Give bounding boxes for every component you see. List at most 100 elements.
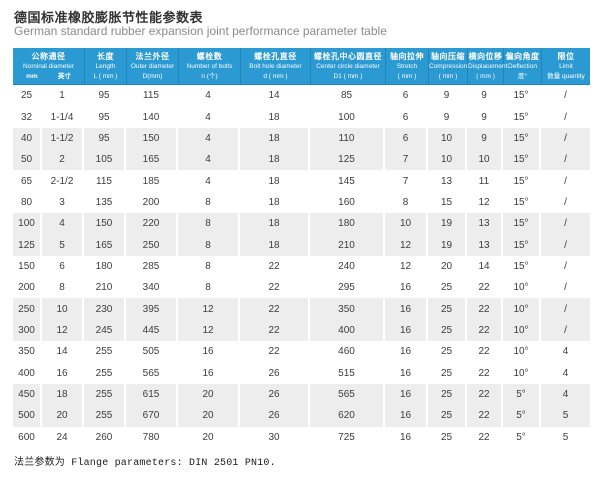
- table-body: 25 1 95 115 4 14 85 6 9 9 15°/32 1-1/4 95 140 4 18 100 6 9…: [13, 85, 590, 448]
- table-cell: 6: [385, 106, 428, 128]
- table-cell: 16: [385, 277, 428, 299]
- col-label-en: Bolt hole diameter: [249, 63, 302, 70]
- table-cell: /: [541, 213, 590, 235]
- table-cell: 22: [467, 341, 503, 363]
- table-cell: 18: [240, 149, 310, 171]
- col-header-bolt-hole-diameter: 螺栓孔直径 Bolt hole diameter d ( mm ): [240, 48, 310, 85]
- table-cell: 4: [178, 170, 240, 192]
- table-cell: 10: [428, 127, 467, 150]
- table-cell: 300: [13, 319, 42, 342]
- table-cell: 255: [84, 383, 126, 406]
- col-label-unit: ( mm ): [476, 73, 495, 80]
- table-cell: 165: [126, 149, 178, 171]
- table-cell: 400: [310, 319, 385, 342]
- col-label-unit: 度°: [517, 73, 528, 80]
- col-header-stretch: 轴向拉伸 Stretch ( mm ): [385, 48, 428, 85]
- table-cell: 125: [13, 234, 42, 256]
- table-cell: 565: [310, 383, 385, 406]
- table-cell: 15°: [503, 170, 541, 192]
- table-cell: 6: [385, 85, 428, 107]
- table-cell: 150: [84, 213, 126, 235]
- table-cell: 150: [13, 255, 42, 278]
- col-label-en: Deflection: [508, 63, 537, 70]
- table-row: 150 6 180 285 8 22 240 12 20 14 15° /: [13, 255, 590, 278]
- table-cell: 2-1/2: [42, 170, 84, 192]
- table-cell: 135: [84, 191, 126, 214]
- table-cell: 160: [310, 191, 385, 214]
- col-header-length: 长度 Length L ( mm ): [84, 48, 126, 85]
- table-cell: 200: [126, 191, 178, 214]
- table-cell: 8: [178, 213, 240, 235]
- table-row: 200 8 210 340 8 22 295 16 25 22 10° /: [13, 277, 590, 299]
- table-cell: 22: [240, 341, 310, 363]
- table-cell: 15°: [503, 255, 541, 278]
- table-cell: 16: [385, 405, 428, 427]
- table-cell: 3: [42, 191, 84, 214]
- table-cell: /: [541, 149, 590, 171]
- table-cell: 22: [467, 383, 503, 406]
- table-cell: 15°: [503, 85, 541, 107]
- table-row: 350 14 255 505 16 22 460 16 25 22 10° 4: [13, 341, 590, 363]
- table-cell: 22: [240, 255, 310, 278]
- col-header-limit: 限位 Limit 数量 quantity: [541, 48, 590, 85]
- table-cell: 25: [13, 85, 42, 107]
- table-cell: 15°: [503, 149, 541, 171]
- page-title-zh: 德国标准橡胶膨胀节性能参数表: [14, 10, 204, 25]
- col-label-en: Displacement: [468, 63, 508, 70]
- table-cell: 9: [428, 85, 467, 107]
- col-label-unit: D(mm): [142, 73, 163, 80]
- table-cell: 5: [541, 426, 590, 448]
- table-cell: 22: [240, 277, 310, 299]
- footer-note: 法兰参数为 Flange parameters: DIN 2501 PN10.: [14, 458, 276, 469]
- table-cell: 4: [178, 149, 240, 171]
- table-cell: 150: [126, 127, 178, 150]
- table-cell: 22: [467, 298, 503, 320]
- table-cell: 15°: [503, 191, 541, 214]
- table-cell: 26: [240, 405, 310, 427]
- table-cell: 25: [428, 426, 467, 448]
- col-label-unit: 数量 quantity: [547, 73, 585, 80]
- table-cell: 125: [310, 149, 385, 171]
- table-row: 300 12 245 445 12 22 400 16 25 22 10° /: [13, 319, 590, 342]
- table-cell: 5°: [503, 426, 541, 448]
- table-cell: 2: [42, 149, 84, 171]
- table-cell: 26: [240, 383, 310, 406]
- table-row: 80 3 135 200 8 18 160 8 15 12 15° /: [13, 191, 590, 214]
- table-cell: 14: [240, 85, 310, 107]
- parameter-table: 公称通径 Nominal diameter mm 英寸 长度 Length L …: [13, 48, 590, 448]
- table-cell: 10°: [503, 362, 541, 384]
- table-cell: 250: [13, 298, 42, 320]
- table-row: 125 5 165 250 8 18 210 12 19 13 15° /: [13, 234, 590, 256]
- col-label-unit: ( mm ): [397, 73, 417, 80]
- col-header-deflection: 偏向角度 Deflection 度°: [503, 48, 541, 85]
- unit-inch: 英寸: [57, 73, 71, 80]
- table-cell: 15°: [503, 234, 541, 256]
- table-cell: 22: [467, 277, 503, 299]
- table-cell: 4: [178, 106, 240, 128]
- table-cell: 18: [240, 106, 310, 128]
- table-cell: 350: [310, 298, 385, 320]
- col-label-zh: 偏向角度: [505, 52, 540, 61]
- table-cell: /: [541, 191, 590, 214]
- col-label-en: Limit: [559, 63, 573, 70]
- unit-mm: mm: [26, 73, 38, 80]
- table-cell: 25: [428, 405, 467, 427]
- table-cell: 220: [126, 213, 178, 235]
- table-cell: 20: [42, 405, 84, 427]
- table-cell: /: [541, 234, 590, 256]
- table-cell: 18: [240, 191, 310, 214]
- table-cell: 110: [310, 127, 385, 150]
- table-cell: 20: [178, 405, 240, 427]
- table-cell: 240: [310, 255, 385, 278]
- table-cell: 500: [13, 405, 42, 427]
- table-cell: 32: [13, 106, 42, 128]
- table-cell: 25: [428, 298, 467, 320]
- table-cell: 85: [310, 85, 385, 107]
- table-cell: 115: [84, 170, 126, 192]
- col-label-unit: D1 ( mm ): [333, 73, 363, 80]
- table-cell: 4: [42, 213, 84, 235]
- col-label-zh: 螺栓数: [196, 52, 223, 61]
- table-cell: 105: [84, 149, 126, 171]
- table-cell: 4: [541, 362, 590, 384]
